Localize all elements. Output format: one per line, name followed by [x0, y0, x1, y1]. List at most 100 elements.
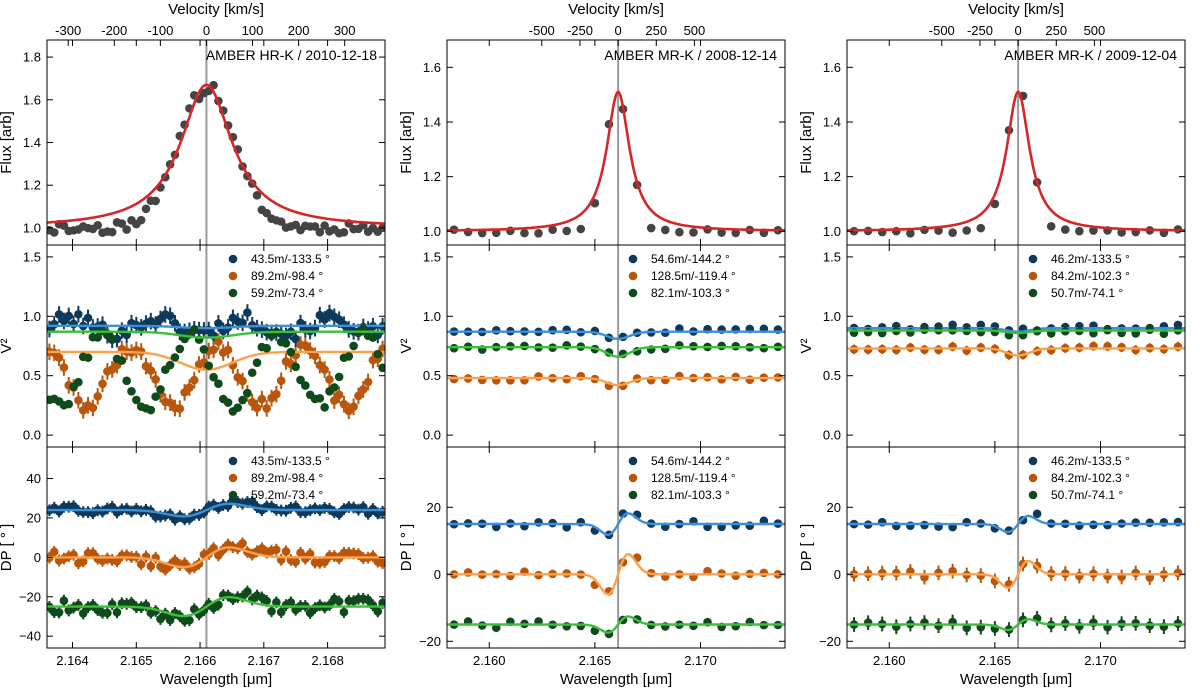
y-axis-label: DP [ ° ] [0, 524, 15, 571]
y-tick-label: 1.2 [23, 178, 41, 193]
dp-model-line [447, 615, 785, 634]
flux-data-point [717, 228, 726, 237]
velocity-tick-label: -250 [967, 23, 993, 38]
flux-frame [446, 39, 786, 246]
v2-data-point [745, 375, 755, 385]
x-tick-label: 2.160 [473, 653, 506, 668]
flux-data-point [252, 191, 262, 200]
v2-data-point [291, 362, 300, 372]
x-tick-label: 2.164 [56, 653, 89, 668]
x-tick-label: 2.166 [184, 653, 217, 668]
legend-entry: 84.2m/-102.3 ° [1051, 269, 1130, 283]
y-tick-label: 20 [27, 510, 41, 525]
flux-frame [46, 39, 386, 246]
dp-data-point [731, 521, 741, 530]
dp-data-point [1075, 521, 1084, 531]
legend-marker [628, 271, 638, 281]
v2-data-point [934, 345, 943, 355]
v2-data-point [59, 363, 69, 372]
v2-data-point [243, 388, 252, 398]
legend-entry: 82.1m/-103.3 ° [651, 286, 730, 300]
flux-data-point [276, 217, 286, 226]
dp-data-point [373, 607, 383, 616]
legend-entry: 59.2m/-73.4 ° [251, 286, 323, 300]
v2-data-point [257, 394, 267, 404]
v2-panel: 0.0 0.5 1.0 1.5 V² 46.2m/-133.5 ° 84.2m/-102.3… [798, 245, 1185, 447]
y-tick-label: 1.0 [823, 224, 841, 239]
dp-model-line [447, 512, 785, 537]
legend-marker [228, 473, 238, 483]
velocity-tick-label: 0 [203, 23, 210, 38]
chart-column-2: 1.0 1.2 1.4 1.6 Flux [arb] AMBER MR-K / 2008-… [398, 1, 786, 688]
legend-marker [228, 254, 238, 264]
legend-entry: 59.2m/-73.4 ° [251, 488, 323, 502]
v2-data-point [548, 325, 557, 335]
dp-data-point [576, 621, 586, 631]
x-tick-label: 2.165 [979, 653, 1012, 668]
v2-data-point [247, 397, 257, 407]
y-tick-label: 1.6 [23, 92, 41, 107]
dp-data-point [272, 598, 281, 607]
flux-data-point [534, 229, 543, 238]
y-tick-label: 1.4 [423, 115, 441, 130]
flux-panel-plot-area [447, 40, 785, 245]
dp-model-line [47, 546, 385, 569]
v2-data-point [175, 344, 185, 354]
legend-marker [228, 490, 238, 500]
v2-model-line [847, 329, 1185, 335]
x-tick-label: 2.160 [873, 653, 906, 668]
dp-data-point [214, 551, 223, 560]
flux-panel-plot-area [847, 40, 1185, 245]
dp-model-line [847, 514, 1185, 534]
v2-data-point [373, 349, 383, 359]
dp-data-point [1075, 571, 1084, 581]
x-axis-label: Wavelength [μm] [560, 671, 672, 688]
y-tick-label: 1.0 [423, 224, 441, 239]
velocity-tick-label: 100 [242, 23, 264, 38]
v2-model-line [447, 346, 785, 358]
dp-data-point [136, 559, 146, 569]
v2-data-point [660, 344, 670, 354]
v2-data-point [74, 309, 83, 319]
v2-data-point [93, 392, 102, 401]
v2-data-point [165, 360, 175, 370]
y-axis-label: Flux [arb] [0, 111, 15, 174]
chart-title: AMBER HR-K / 2010-12-18 [206, 47, 377, 63]
legend-marker [628, 473, 638, 483]
dp-data-point [59, 596, 69, 605]
flux-data-point [339, 227, 349, 237]
v2-data-point [189, 325, 199, 335]
v2-data-point [281, 339, 291, 348]
v2-data-point [286, 347, 296, 357]
dp-data-point [891, 568, 901, 578]
v2-data-point [170, 353, 180, 362]
dp-data-point [286, 598, 296, 607]
velocity-tick-label: 250 [645, 23, 667, 38]
flux-data-point [310, 222, 320, 231]
flux-model-line [447, 90, 785, 232]
v2-data-point [223, 345, 233, 355]
dp-data-point [103, 608, 112, 618]
dp-model-line [847, 559, 1185, 589]
dp-data-point [731, 571, 741, 581]
dp-data-point [112, 607, 122, 617]
velocity-tick-label: 250 [1045, 23, 1067, 38]
v2-frame [46, 244, 386, 448]
flux-panel: 1.0 1.2 1.4 1.6 1.8 Flux [arb] AMBER HR-K / 20… [0, 1, 385, 245]
dp-data-point [214, 600, 223, 610]
v2-data-point [74, 377, 83, 387]
y-tick-label: 20 [427, 500, 441, 515]
dp-data-point [112, 556, 122, 566]
flux-data-point [646, 223, 656, 233]
v2-data-point [368, 333, 378, 342]
legend-entry: 54.6m/-144.2 ° [651, 252, 730, 266]
flux-data-point [548, 225, 557, 234]
v2-data-point [151, 392, 160, 401]
v2-data-point [378, 363, 385, 373]
dp-panel: −20 0 20 DP [ ° ] 54.6m/-144.2 ° 128.5m/-119.… [398, 447, 785, 649]
dp-model-line [47, 502, 385, 518]
v2-data-point [363, 377, 373, 387]
dp-data-point [534, 518, 543, 527]
v2-data-point [976, 327, 986, 337]
v2-data-point [122, 376, 131, 386]
